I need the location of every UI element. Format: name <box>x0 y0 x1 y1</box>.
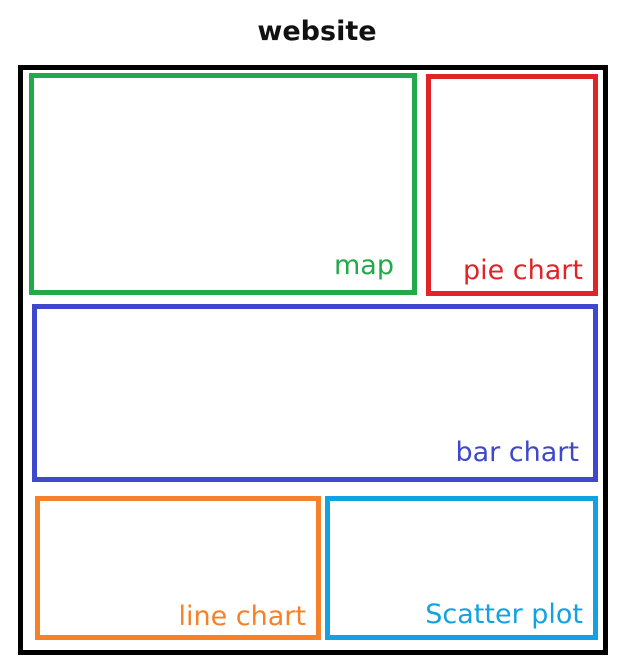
bar-chart-label: bar chart <box>455 437 579 468</box>
map-label: map <box>334 250 394 281</box>
website-frame <box>18 65 608 655</box>
line-chart-label: line chart <box>178 601 307 632</box>
scatter-plot-panel: Scatter plot <box>325 496 598 640</box>
pie-chart-label: pie chart <box>462 255 583 286</box>
diagram-title: website <box>257 16 377 47</box>
bar-chart-panel: bar chart <box>32 304 598 482</box>
line-chart-panel: line chart <box>35 496 321 640</box>
pie-chart-panel: pie chart <box>426 74 598 296</box>
scatter-plot-label: Scatter plot <box>425 599 583 630</box>
map-panel: map <box>29 73 417 295</box>
